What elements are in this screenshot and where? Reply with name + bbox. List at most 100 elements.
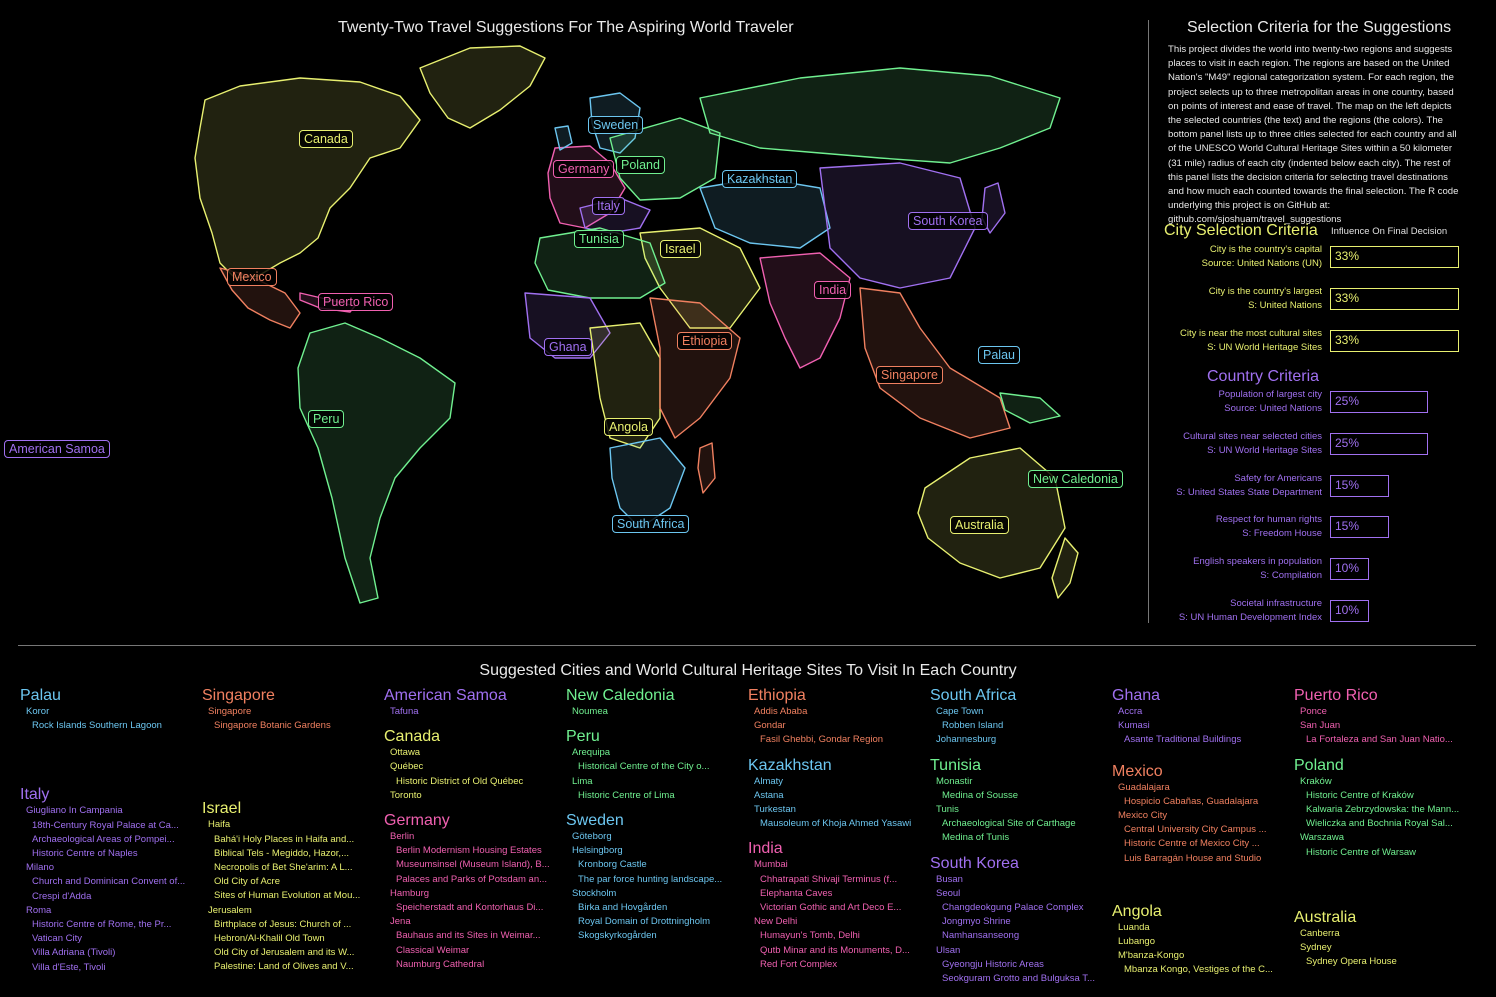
map-label-kazakhstan: Kazakhstan	[722, 170, 798, 188]
country-block: Singapore Singapore Singapore Botanic Gard…	[202, 686, 378, 733]
criterion-source: S: Freedom House	[1242, 528, 1322, 540]
city-name: Tunis	[936, 804, 959, 816]
heritage-site: Classical Weimar	[396, 944, 470, 956]
heritage-site: Medina of Tunis	[942, 832, 1010, 844]
heritage-site: Mbanza Kongo, Vestiges of the C...	[1124, 964, 1273, 976]
country-column: Singapore Singapore Singapore Botanic Gard…	[202, 686, 378, 983]
heritage-site: Humayun's Tomb, Delhi	[760, 930, 860, 942]
city-name: Lubango	[1118, 936, 1155, 948]
country-block: Ghana Accra Kumasi Asante Traditional Build…	[1112, 686, 1288, 748]
country-column: Palau Koror Rock Islands Southern Lagoon It…	[20, 686, 196, 983]
criterion-label: Population of largest city Source: United…	[1142, 388, 1322, 416]
heritage-site: Kalwaria Zebrzydowska: the Mann...	[1306, 804, 1460, 816]
criterion-name: Population of largest city	[1218, 389, 1322, 400]
city-name: Busan	[936, 873, 963, 885]
city-name: Ottawa	[390, 747, 421, 759]
heritage-site: Bahá'i Holy Places in Haifa and...	[214, 833, 355, 845]
criterion-label: Cultural sites near selected cities S: UN…	[1142, 430, 1322, 458]
criterion-label: English speakers in population S: Compila…	[1142, 555, 1322, 583]
city-name: Ponce	[1300, 706, 1327, 717]
city-name: Gondar	[754, 720, 786, 732]
map-label-mexico: Mexico	[227, 268, 277, 286]
city-name: Jerusalem	[208, 904, 252, 916]
country-column: Puerto Rico Ponce San Juan La Fortaleza and…	[1294, 686, 1470, 977]
heritage-site: Old City of Acre	[214, 876, 280, 888]
criterion-name: English speakers in population	[1193, 556, 1322, 568]
country-block: Kazakhstan Almaty Astana Turkestan Mausoleum…	[748, 756, 924, 832]
criterion-source: S: United Nations	[1248, 299, 1322, 311]
country-name: Australia	[1294, 908, 1357, 926]
map-label-italy: Italy	[592, 197, 625, 215]
heritage-site: La Fortaleza and San Juan Natio...	[1306, 734, 1453, 746]
vertical-divider	[1148, 20, 1149, 623]
heritage-site: Villa d'Este, Tivoli	[32, 961, 106, 973]
country-block: Italy Giugliano In Campania 18th-Century R…	[20, 785, 196, 974]
map-label-india: India	[814, 281, 852, 299]
heritage-site: Jongmyo Shrine	[942, 916, 1011, 928]
city-name: Kumasi	[1118, 720, 1150, 732]
criterion-label: City is the country's largest S: United N…	[1142, 285, 1322, 313]
city-name: Singapore	[208, 706, 252, 717]
map-label-south-africa: South Africa	[612, 515, 690, 533]
city-name: Guadalajara	[1118, 781, 1170, 793]
city-name: Helsingborg	[572, 845, 623, 857]
country-name: Sweden	[566, 812, 624, 830]
heritage-site: 18th-Century Royal Palace at Ca...	[32, 819, 179, 831]
uk-landmass	[554, 125, 573, 151]
city-name: M'banza-Kongo	[1118, 950, 1185, 962]
north-america-landmass	[194, 77, 421, 279]
criterion-label: City is the country's capital Source: Uni…	[1142, 243, 1322, 271]
city-name: Milano	[26, 862, 54, 874]
heritage-site: Archaeological Areas of Pompei...	[32, 833, 175, 845]
heritage-site: Biblical Tels - Megiddo, Hazor,...	[214, 847, 349, 859]
country-block: Canada Ottawa Québec Historic District of O…	[384, 727, 560, 803]
heritage-site: Hebron/Al-Khalil Old Town	[214, 933, 325, 945]
city-name: Québec	[390, 761, 424, 773]
heritage-site: Museumsinsel (Museum Island), B...	[396, 859, 550, 871]
criterion-source: S: UN Human Development Index	[1178, 612, 1322, 623]
city-name: Mumbai	[754, 859, 788, 871]
criterion-name: City is the country's capital	[1209, 244, 1322, 255]
city-name: Hamburg	[390, 887, 430, 899]
country-name: American Samoa	[384, 687, 507, 704]
criterion-source: Source: United Nations	[1224, 403, 1322, 414]
heritage-site: Historical Centre of the City o...	[578, 761, 710, 773]
north-asia-landmass	[699, 67, 1061, 164]
heritage-site: Medina of Sousse	[942, 789, 1019, 801]
heritage-site: Changdeokgung Palace Complex	[942, 902, 1084, 914]
heritage-site: Rock Islands Southern Lagoon	[32, 720, 162, 732]
heritage-site: Kronborg Castle	[578, 859, 647, 871]
heritage-site: Church and Dominican Convent of...	[32, 876, 186, 888]
map-label-israel: Israel	[660, 240, 701, 258]
country-name: Palau	[20, 687, 61, 704]
heritage-site: Wieliczka and Bochnia Royal Sal...	[1306, 818, 1453, 830]
country-criteria-title: Country Criteria	[1207, 368, 1320, 385]
australia-landmass	[917, 447, 1066, 579]
heritage-site: Historic Centre of Kraków	[1306, 789, 1414, 801]
heritage-site: Fasil Ghebbi, Gondar Region	[760, 734, 884, 746]
eastern-europe-landmass	[609, 117, 721, 201]
heritage-site: Victorian Gothic and Art Deco E...	[760, 902, 902, 914]
city-name: Toronto	[390, 789, 422, 801]
influence-bar: 25%	[1330, 432, 1428, 455]
new-zealand-landmass	[1051, 537, 1079, 599]
city-name: Arequipa	[572, 747, 611, 759]
country-block: South Korea Busan Seoul Changdeokgung Palac…	[930, 854, 1106, 987]
city-name: Luanda	[1118, 921, 1150, 933]
heritage-site: Crespi d'Adda	[32, 890, 92, 902]
city-name: Sydney	[1300, 942, 1332, 954]
country-block: New Caledonia Noumea	[566, 686, 742, 719]
country-block: Tunisia Monastir Medina of Sousse Tunis Arch…	[930, 756, 1106, 846]
map-label-singapore: Singapore	[876, 366, 943, 384]
heritage-site: Sydney Opera House	[1306, 956, 1397, 968]
influence-bar: 10%	[1330, 600, 1369, 622]
panel-title: Selection Criteria for the Suggestions	[1187, 19, 1452, 36]
influence-bar: 15%	[1330, 474, 1389, 497]
country-name: Ghana	[1112, 687, 1161, 704]
country-block: Puerto Rico Ponce San Juan La Fortaleza and…	[1294, 686, 1470, 748]
influence-bar: 33%	[1330, 246, 1459, 268]
city-name: Noumea	[572, 706, 608, 717]
country-name: New Caledonia	[566, 687, 675, 704]
criterion-source: S: Compilation	[1260, 570, 1322, 582]
city-name: Mexico City	[1118, 810, 1168, 822]
